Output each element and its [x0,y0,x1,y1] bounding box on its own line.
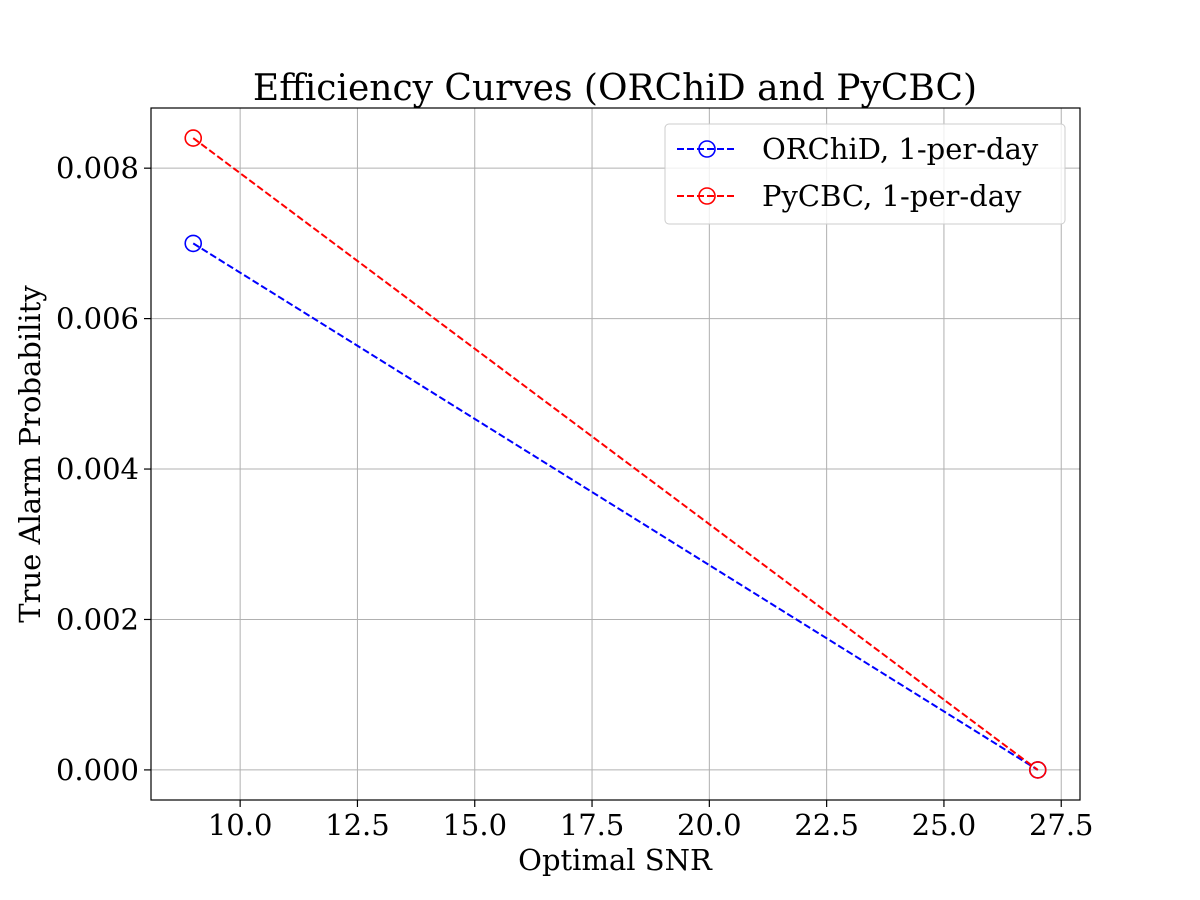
series-line [192,242,1039,771]
legend-marker [698,187,716,205]
data-point [184,129,203,147]
legend: ORChiD, 1-per-day PyCBC, 1-per-day [664,123,1066,225]
x-tick-label: 25.0 [912,808,977,842]
plot-frame [150,107,1081,801]
y-axis-label: True Alarm Probability [13,285,47,623]
series-line [192,137,1039,771]
legend-entry: PyCBC, 1-per-day [677,179,1022,213]
x-tick-label: 17.5 [560,808,625,842]
y-tick-label: 0.008 [56,151,139,185]
data-point [1028,761,1047,779]
x-axis-ticks: 10.0 12.5 15.0 17.5 20.0 22.5 25.0 27.5 [208,800,1094,842]
legend-entry: ORChiD, 1-per-day [677,132,1039,166]
x-tick-label: 20.0 [677,808,742,842]
y-tick-label: 0.004 [56,452,139,486]
y-tick-label: 0.006 [56,302,139,336]
x-tick-label: 22.5 [794,808,859,842]
data-point [184,234,203,253]
x-tick-label: 27.5 [1029,808,1094,842]
x-axis-label: Optimal SNR [518,843,713,877]
y-tick-label: 0.000 [56,753,139,787]
y-tick-label: 0.002 [56,602,139,636]
x-tick-label: 10.0 [208,808,273,842]
legend-marker [698,140,716,158]
legend-entries: ORChiD, 1-per-day PyCBC, 1-per-day [677,132,1039,213]
series-layer [184,129,1047,779]
chart-title: Efficiency Curves (ORChiD and PyCBC) [253,68,977,109]
x-tick-label: 15.0 [442,808,507,842]
legend-box [664,123,1066,225]
legend-label: ORChiD, 1-per-day [762,132,1039,166]
legend-label: PyCBC, 1-per-day [762,179,1022,213]
y-axis-ticks: 0.000 0.002 0.004 0.006 0.008 [56,151,151,787]
x-tick-label: 12.5 [325,808,390,842]
series-1 [184,129,1047,779]
